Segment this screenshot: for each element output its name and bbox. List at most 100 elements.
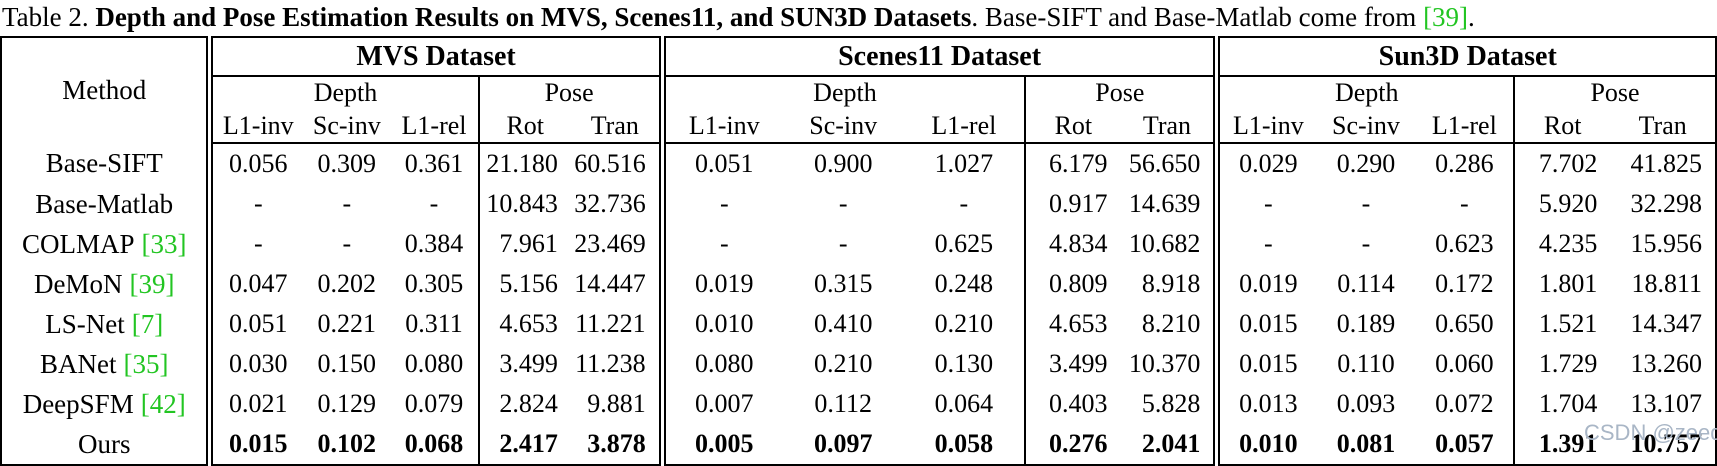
metric-cell: - (838, 189, 848, 218)
metric-scinv: Sc-inv (782, 109, 904, 144)
metric-cell: 0.051 (658, 143, 783, 184)
metric-cell: 14.447 (574, 269, 646, 298)
metric-cell: - (1361, 189, 1371, 218)
metric-cell: 0.403 (1024, 384, 1121, 424)
metric-cell: 41.825 (1630, 149, 1703, 178)
metric-cell: - (206, 224, 304, 264)
metric-cell: 10.682 (1128, 229, 1201, 258)
metric-cell: 0.102 (317, 429, 377, 458)
method-cell: COLMAP [33] (1, 224, 210, 264)
metric-cell: 0.290 (1336, 149, 1396, 178)
metric-cell: 60.516 (574, 149, 646, 178)
metric-cell: 0.189 (1336, 309, 1396, 338)
method-cell: Base-Matlab (1, 184, 210, 224)
metric-cell: 0.015 (1213, 344, 1317, 384)
metric-cell: 13.107 (1630, 389, 1703, 418)
metric-cell: 0.361 (404, 149, 464, 178)
table-row: LS-Net [7] 0.051 0.221 0.311 4.653 11.221… (1, 304, 1716, 344)
metric-cell: 0.005 (658, 424, 783, 465)
csdn-watermark: CSDN @zeed_ (1584, 420, 1717, 445)
table-row-ours: Ours 0.015 0.102 0.068 2.417 3.878 0.005… (1, 424, 1716, 465)
results-table: Method MVS Dataset Scenes11 Dataset Sun3… (0, 36, 1717, 466)
citation-link[interactable]: [33] (141, 228, 187, 259)
metric-cell: 0.625 (934, 229, 994, 258)
metric-cell: - (206, 184, 304, 224)
metric-cell: 1.391 (1513, 424, 1611, 465)
table-row: Base-SIFT 0.056 0.309 0.361 21.180 60.51… (1, 143, 1716, 184)
metric-cell: 0.072 (1435, 389, 1494, 418)
metric-l1rel: L1-rel (1415, 109, 1515, 144)
metric-cell: 0.047 (206, 264, 304, 304)
metric-cell: - (658, 184, 783, 224)
metric-cell: 4.653 (477, 304, 571, 344)
metric-cell: 0.276 (1024, 424, 1121, 465)
metric-cell: 0.015 (206, 424, 304, 465)
metric-cell: 8.210 (1141, 309, 1201, 338)
metric-cell: 0.202 (317, 269, 377, 298)
citation-link[interactable]: [39] (1423, 2, 1469, 32)
metric-cell: - (1213, 224, 1317, 264)
method-cell: Base-SIFT (1, 143, 210, 184)
metric-l1inv: L1-inv (1213, 109, 1317, 144)
citation-link[interactable]: [42] (140, 388, 186, 419)
method-cell: Ours (1, 424, 210, 465)
citation-link[interactable]: [39] (129, 268, 175, 299)
table-row: Base-Matlab - - - 10.843 32.736 - - - 0.… (1, 184, 1716, 224)
metric-cell: 0.051 (206, 304, 304, 344)
metric-cell: 0.056 (206, 143, 304, 184)
metric-cell: 0.029 (1213, 143, 1317, 184)
metric-cell: 0.068 (404, 429, 464, 458)
metric-cell: 0.210 (934, 309, 994, 338)
metric-cell: 32.736 (574, 189, 646, 218)
metric-cell: 0.172 (1435, 269, 1494, 298)
dataset-header-sun3d: Sun3D Dataset (1213, 37, 1716, 77)
metric-cell: - (1361, 229, 1371, 258)
table-row: DeepSFM [42] 0.021 0.129 0.079 2.824 9.88… (1, 384, 1716, 424)
metric-cell: 0.060 (1435, 349, 1494, 378)
metric-cell: 11.238 (575, 349, 646, 378)
header-row-metrics: L1-inv Sc-inv L1-rel Rot Tran L1-inv Sc-… (1, 109, 1716, 144)
metric-cell: - (1460, 189, 1469, 218)
metric-cell: 0.309 (317, 149, 377, 178)
metric-cell: 0.010 (1213, 424, 1317, 465)
metric-tran: Tran (1120, 109, 1217, 144)
method-name: COLMAP (21, 228, 135, 259)
metric-cell: 56.650 (1128, 149, 1201, 178)
method-name: DeMoN (33, 268, 123, 299)
metric-cell: 7.702 (1513, 143, 1611, 184)
metric-cell: 6.179 (1024, 143, 1121, 184)
header-row-datasets: Method MVS Dataset Scenes11 Dataset Sun3… (1, 37, 1716, 105)
metric-cell: 5.920 (1513, 184, 1611, 224)
subgroup-pose: Pose (1024, 76, 1217, 109)
table-row: BANet [35] 0.030 0.150 0.080 3.499 11.238… (1, 344, 1716, 384)
metric-cell: 8.918 (1141, 269, 1201, 298)
dataset-header-scenes11: Scenes11 Dataset (658, 37, 1217, 77)
method-name: Base-SIFT (45, 148, 163, 178)
caption-title: Depth and Pose Estimation Results on MVS… (95, 2, 972, 32)
metric-cell: 15.956 (1630, 229, 1703, 258)
method-name: Ours (77, 428, 131, 459)
method-cell: DeepSFM [42] (1, 384, 210, 424)
metric-tran: Tran (1610, 109, 1716, 144)
metric-cell: 11.221 (575, 309, 646, 338)
method-cell: BANet [35] (1, 344, 210, 384)
metric-cell: - (838, 229, 848, 258)
dataset-header-mvs: MVS Dataset (206, 37, 663, 77)
metric-cell: 0.305 (404, 269, 464, 298)
citation-link[interactable]: [35] (123, 348, 169, 379)
metric-cell: 1.729 (1513, 344, 1611, 384)
metric-cell: 0.129 (317, 389, 377, 418)
subgroup-depth: Depth (206, 76, 479, 109)
citation-link[interactable]: [7] (131, 308, 164, 339)
metric-cell: 0.079 (404, 389, 464, 418)
metric-cell: 0.315 (813, 269, 873, 298)
metric-cell: 4.235 (1513, 224, 1611, 264)
metric-cell: 0.013 (1213, 384, 1317, 424)
metric-cell: 0.010 (658, 304, 783, 344)
metric-cell: - (658, 224, 783, 264)
method-column-header: Method (62, 75, 147, 105)
metric-cell: 7.961 (477, 224, 571, 264)
metric-cell: 3.499 (477, 344, 571, 384)
metric-cell: - (342, 189, 352, 218)
metric-cell: 0.093 (1336, 389, 1396, 418)
